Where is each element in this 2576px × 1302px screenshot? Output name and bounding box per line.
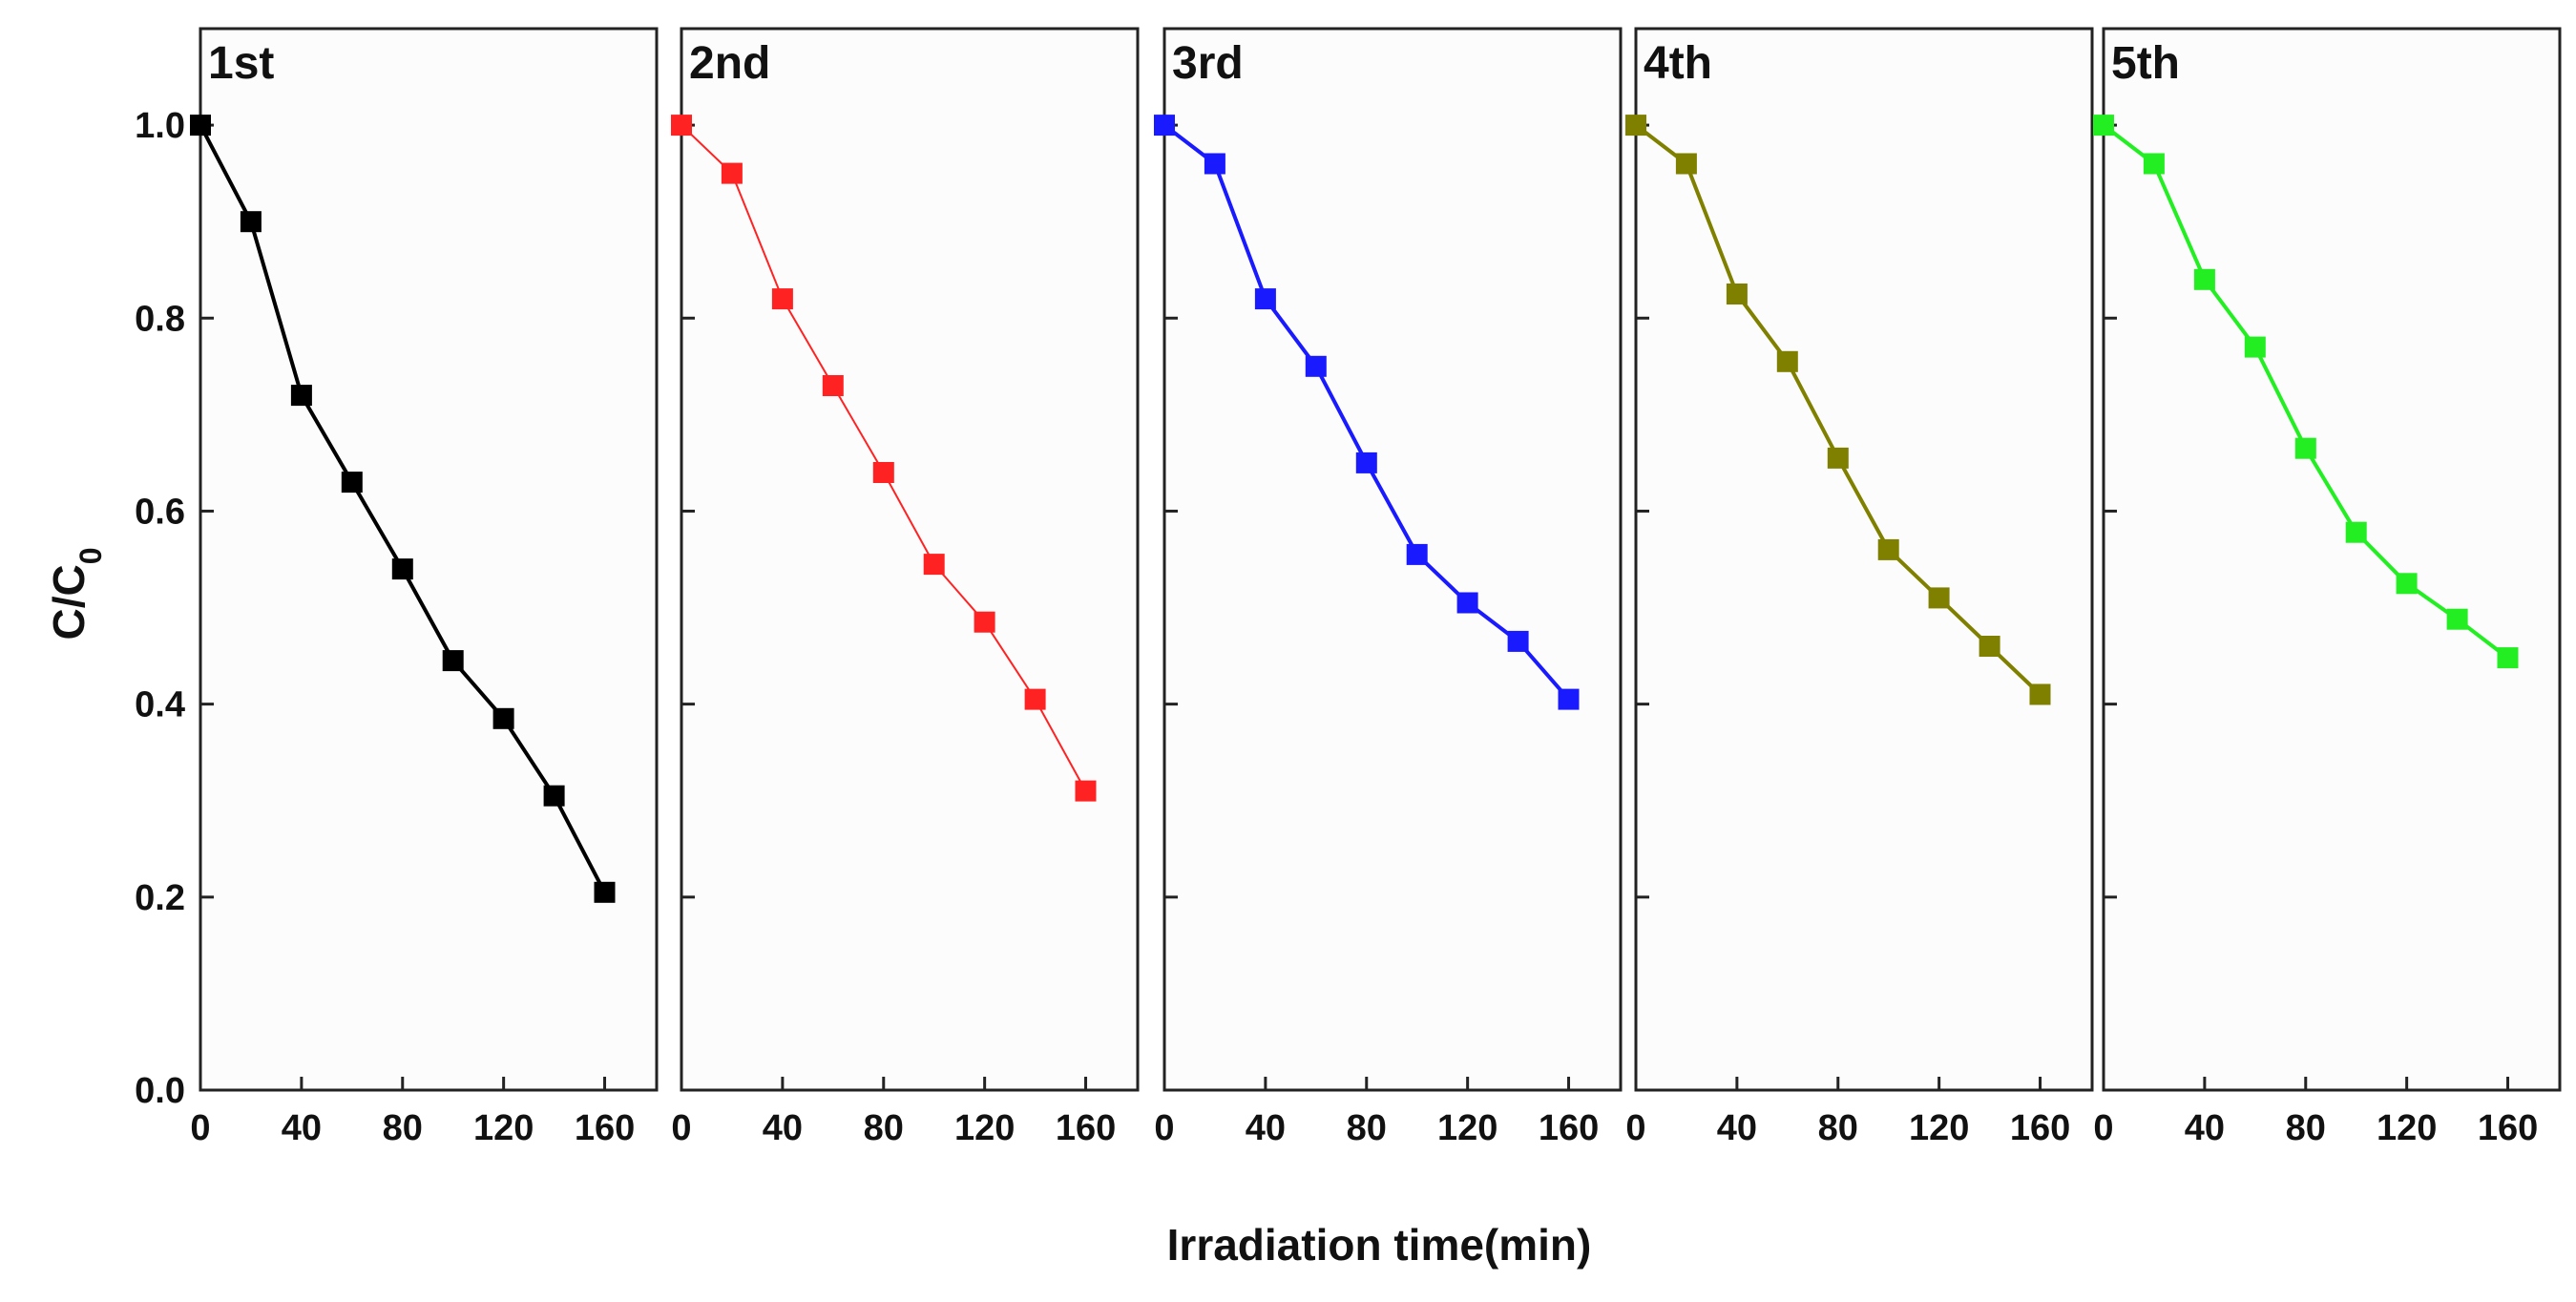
data-point xyxy=(1075,780,1097,802)
data-point xyxy=(974,611,995,633)
x-tick-label: 40 xyxy=(1717,1108,1757,1148)
data-point xyxy=(1776,350,1798,372)
data-point xyxy=(2029,683,2051,705)
data-point xyxy=(822,375,844,396)
x-tick-label: 160 xyxy=(1539,1108,1599,1148)
panel-3: 0 40 80 120 160 3rd xyxy=(1154,27,1623,1148)
data-point xyxy=(1024,688,1046,710)
panel-1: 0.0 0.2 0.4 0.6 0.8 1.0 0 40 80 120 160 1st xyxy=(135,27,659,1148)
data-point xyxy=(391,558,413,580)
x-tick-label: 40 xyxy=(2185,1108,2225,1148)
data-point xyxy=(190,115,211,136)
y-tick-label: 1.0 xyxy=(135,106,185,146)
data-point xyxy=(923,554,945,576)
x-tick-label: 0 xyxy=(2093,1108,2113,1148)
data-point xyxy=(2294,437,2316,459)
data-point xyxy=(2497,647,2519,669)
data-point xyxy=(2345,521,2367,543)
data-point xyxy=(1355,452,1377,473)
x-tick-label: 0 xyxy=(190,1108,210,1148)
data-point xyxy=(1675,153,1697,175)
panel-frame xyxy=(2102,27,2562,1092)
panel-title: 3rd xyxy=(1172,38,1244,89)
x-tick-label: 120 xyxy=(2377,1108,2437,1148)
x-axis-title: Irradiation time(min) xyxy=(1167,1220,1592,1270)
panel-5: 0 40 80 120 160 5th xyxy=(2093,27,2562,1148)
data-point xyxy=(240,211,262,233)
data-point xyxy=(1625,115,1646,136)
data-point xyxy=(671,115,692,136)
x-tick-label: 0 xyxy=(1154,1108,1174,1148)
x-tick-label: 40 xyxy=(1246,1108,1286,1148)
data-point xyxy=(1877,538,1899,560)
data-point xyxy=(1456,592,1478,614)
data-point xyxy=(1979,636,2000,657)
data-point xyxy=(1827,447,1849,469)
panel-frame xyxy=(1162,27,1623,1092)
panel-frame xyxy=(199,27,659,1092)
x-tick-label: 80 xyxy=(1347,1108,1387,1148)
data-point xyxy=(1726,284,1748,304)
x-tick-label: 120 xyxy=(954,1108,1015,1148)
y-tick-label: 0.4 xyxy=(135,685,185,725)
data-point xyxy=(594,881,616,903)
panels: 0.0 0.2 0.4 0.6 0.8 1.0 0 40 80 120 160 1st 0 40 80 120… xyxy=(135,27,2562,1148)
data-point xyxy=(872,462,894,483)
data-point xyxy=(1305,355,1327,377)
data-point xyxy=(341,472,363,494)
x-tick-label: 80 xyxy=(1818,1108,1858,1148)
panel-2: 0 40 80 120 160 2nd xyxy=(671,27,1140,1148)
data-point xyxy=(1928,587,1950,609)
y-tick-label: 0.2 xyxy=(135,878,185,918)
x-tick-label: 120 xyxy=(1437,1108,1497,1148)
x-tick-label: 160 xyxy=(2478,1108,2538,1148)
data-point xyxy=(290,385,312,407)
x-tick-label: 80 xyxy=(383,1108,423,1148)
x-tick-label: 160 xyxy=(575,1108,635,1148)
x-tick-label: 80 xyxy=(2286,1108,2326,1148)
data-point xyxy=(2446,608,2468,630)
x-tick-label: 120 xyxy=(1909,1108,1969,1148)
data-point xyxy=(2396,573,2418,595)
data-point xyxy=(721,162,743,184)
data-point xyxy=(1558,688,1580,710)
x-tick-label: 40 xyxy=(282,1108,322,1148)
x-tick-label: 40 xyxy=(763,1108,803,1148)
panel-title: 5th xyxy=(2111,38,2180,89)
data-point xyxy=(1406,543,1428,565)
x-tick-label: 160 xyxy=(1056,1108,1116,1148)
y-tick-label: 0.0 xyxy=(135,1071,185,1111)
data-point xyxy=(1204,153,1225,175)
y-tick-label: 0.6 xyxy=(135,492,185,532)
y-tick-label: 0.8 xyxy=(135,299,185,339)
data-point xyxy=(1154,115,1175,136)
data-point xyxy=(2244,336,2266,358)
data-point xyxy=(2143,153,2165,175)
y-axis-title-main: C/C xyxy=(44,564,94,640)
x-tick-label: 120 xyxy=(473,1108,534,1148)
panel-title: 1st xyxy=(208,38,274,89)
data-point xyxy=(1507,630,1529,652)
panel-frame xyxy=(680,27,1140,1092)
x-tick-label: 0 xyxy=(1625,1108,1645,1148)
x-tick-label: 160 xyxy=(2010,1108,2070,1148)
y-axis-title-subscript: 0 xyxy=(73,547,108,564)
panel-frame xyxy=(1634,27,2094,1092)
data-point xyxy=(442,650,464,672)
x-tick-label: 0 xyxy=(671,1108,691,1148)
data-point xyxy=(2193,268,2215,290)
data-point xyxy=(492,707,514,729)
data-point xyxy=(1254,288,1276,310)
data-point xyxy=(2093,115,2114,136)
panel-title: 2nd xyxy=(689,38,770,89)
panel-title: 4th xyxy=(1644,38,1712,89)
panel-4: 0 40 80 120 160 4th xyxy=(1625,27,2094,1148)
data-point xyxy=(543,785,565,807)
x-tick-label: 80 xyxy=(864,1108,904,1148)
y-axis-title: C/C0 xyxy=(44,547,108,640)
data-point xyxy=(771,288,793,310)
